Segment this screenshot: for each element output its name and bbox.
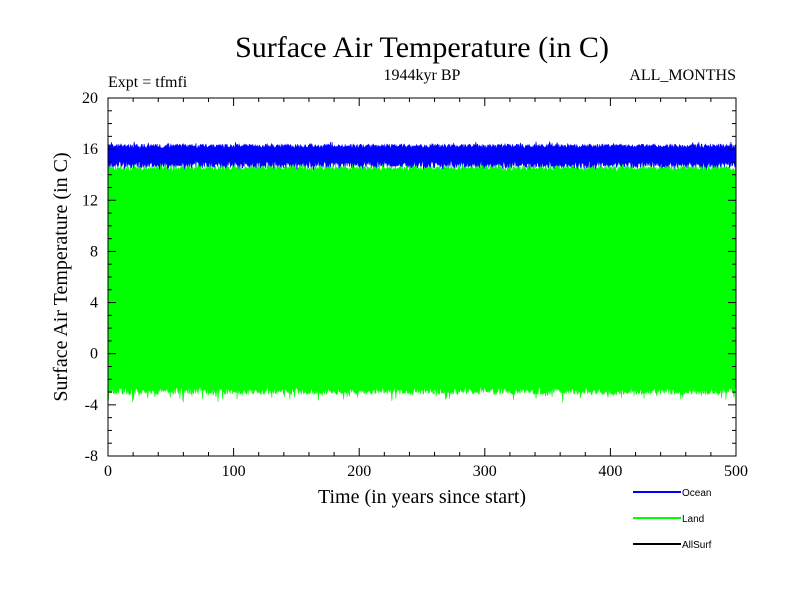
- legend-label-land: Land: [682, 514, 704, 525]
- y-tick-label: -8: [85, 448, 98, 465]
- axes: 0 100 200 300 400 500 -8 -4 0 4 8 12 16 20: [82, 90, 748, 480]
- x-tick-label: 100: [222, 463, 246, 480]
- y-tick-label: 12: [82, 192, 98, 209]
- chart-subtitle: 1944kyr BP: [384, 67, 461, 84]
- y-tick-label: 0: [90, 346, 98, 363]
- expt-label: Expt = tfmfi: [108, 74, 188, 91]
- legend: Ocean Land AllSurf: [633, 488, 712, 551]
- y-tick-label: 8: [90, 243, 98, 260]
- x-tick-label: 0: [104, 463, 112, 480]
- y-tick-label: 16: [82, 141, 98, 158]
- y-axis-label: Surface Air Temperature (in C): [50, 152, 72, 401]
- chart-title: Surface Air Temperature (in C): [235, 31, 609, 64]
- y-tick-label: 4: [90, 295, 98, 312]
- y-tick-label: 20: [82, 90, 98, 107]
- x-tick-label: 500: [724, 463, 748, 480]
- months-label: ALL_MONTHS: [629, 67, 736, 84]
- x-axis-label: Time (in years since start): [318, 486, 526, 508]
- legend-label-ocean: Ocean: [682, 488, 711, 499]
- series-land-band: [107, 162, 737, 403]
- x-tick-label: 400: [598, 463, 622, 480]
- x-tick-label: 200: [347, 463, 371, 480]
- y-tick-label: -4: [85, 397, 98, 414]
- plot-series: [107, 140, 737, 403]
- x-tick-label: 300: [473, 463, 497, 480]
- legend-label-allsurf: AllSurf: [682, 540, 712, 551]
